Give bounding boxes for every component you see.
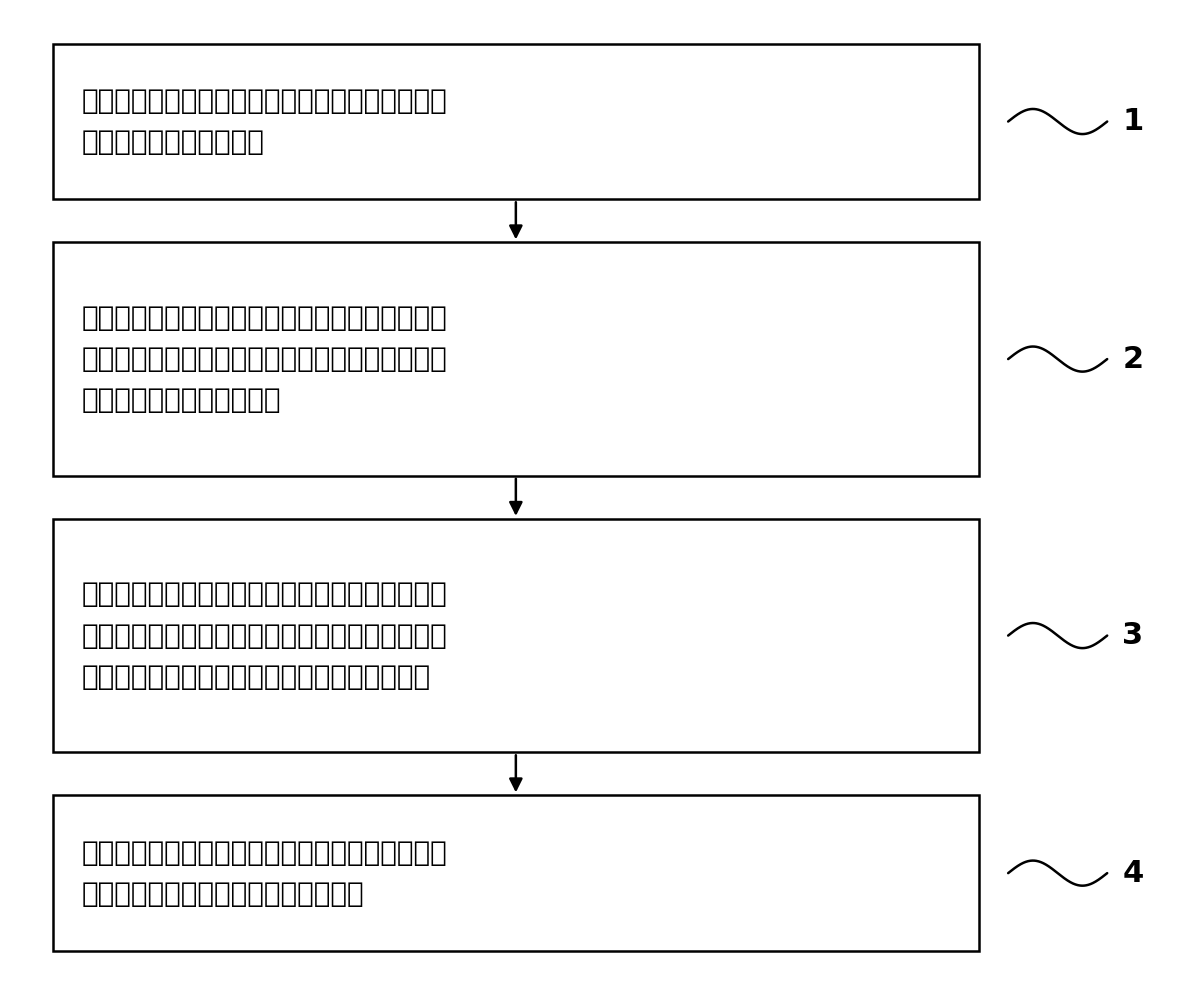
Bar (52, 242, 979, 476)
Text: 结合光伏电站内逆变器采用的控制，分析得出汇集
系统内故障电流特征规律: 结合光伏电站内逆变器采用的控制，分析得出汇集 系统内故障电流特征规律 (82, 87, 447, 156)
Text: 2: 2 (1122, 345, 1144, 373)
Bar (52, 519, 979, 753)
Bar (52, 43, 979, 199)
Text: 1: 1 (1122, 107, 1144, 136)
Bar (52, 795, 979, 951)
Text: 故障后测量节点电压计算测点负序电压幅値向量，
和感知矩阵构成欠定方程组，利用贝叶斯压缩感知
重构算法求解稀疏的节点负序注入电流幅値向量: 故障后测量节点电压计算测点负序电压幅値向量， 和感知矩阵构成欠定方程组，利用贝叶… (82, 580, 447, 690)
Text: 数据窗长内节点负序注入电流幅値向量中最大元素
对应节点出现次数最多的视作故障节点: 数据窗长内节点负序注入电流幅値向量中最大元素 对应节点出现次数最多的视作故障节点 (82, 838, 447, 908)
Text: 4: 4 (1122, 859, 1144, 887)
Text: 根据光伏电站内汇集线路接线及参数离线形成节点
阻抗矩阵，选取稀疏测量节点所在行，并将所有元
素取绝对値，构成感知矩阵: 根据光伏电站内汇集线路接线及参数离线形成节点 阻抗矩阵，选取稀疏测量节点所在行，… (82, 304, 447, 415)
Text: 3: 3 (1122, 622, 1144, 650)
